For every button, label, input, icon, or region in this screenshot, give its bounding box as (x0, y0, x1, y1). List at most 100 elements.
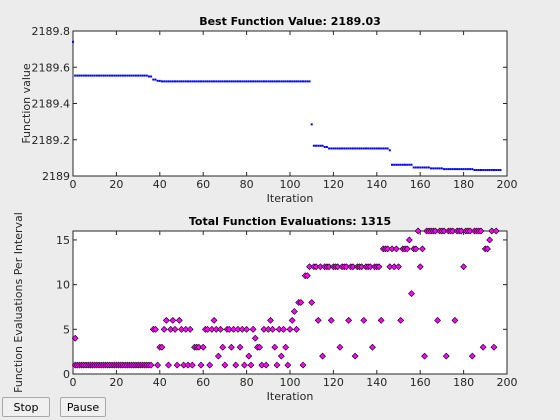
data-point (258, 80, 261, 83)
data-series (72, 40, 502, 172)
data-point (377, 147, 380, 150)
data-point (306, 80, 309, 83)
data-point (213, 80, 216, 83)
data-point (393, 163, 396, 166)
data-point (87, 74, 90, 77)
data-point (278, 80, 281, 83)
data-point (206, 80, 209, 83)
data-point (436, 167, 439, 170)
data-point (479, 169, 482, 172)
x-tick-label: 180 (453, 376, 474, 389)
data-point (492, 169, 495, 172)
data-point (373, 147, 376, 150)
data-point (345, 316, 353, 324)
data-point (72, 40, 74, 43)
data-point (484, 245, 491, 253)
data-point (100, 74, 103, 77)
data-point (145, 74, 148, 77)
data-point (367, 147, 370, 150)
data-point (280, 325, 287, 333)
data-point (282, 80, 285, 83)
data-point (115, 74, 118, 77)
data-point (315, 144, 318, 147)
data-point (197, 80, 200, 83)
data-point (71, 334, 79, 342)
data-point (245, 352, 253, 360)
data-point (227, 343, 235, 351)
data-point (130, 74, 133, 77)
chart-1: 0 20 40 60 80 100 120 140 160 180 200 2189 2189.2 218… (20, 15, 518, 205)
data-point (434, 167, 437, 170)
pause-button[interactable]: Pause (60, 397, 106, 417)
data-point (286, 80, 289, 83)
data-point (191, 80, 194, 83)
data-point (290, 308, 298, 315)
data-point (419, 166, 422, 169)
data-point (404, 163, 407, 166)
x-tick-label: 0 (70, 376, 77, 389)
data-point (262, 80, 265, 83)
data-point (360, 316, 368, 324)
y-tick-label: 10 (56, 279, 70, 292)
data-point (392, 245, 400, 253)
data-point (397, 316, 405, 324)
data-point (111, 74, 114, 77)
data-point (280, 80, 283, 83)
data-point (228, 80, 231, 83)
plot-area (72, 230, 508, 375)
data-point (163, 80, 166, 83)
data-point (208, 80, 211, 83)
data-point (262, 361, 270, 369)
data-point (106, 74, 109, 77)
y-tick-label: 2189.6 (32, 61, 71, 74)
data-point (232, 361, 240, 369)
y-tick-label: 0 (63, 368, 70, 381)
data-point (338, 147, 341, 150)
data-point (156, 79, 159, 82)
data-point (330, 147, 333, 150)
data-point (165, 361, 172, 369)
data-point (249, 325, 257, 333)
y-tick-label: 2189.4 (32, 98, 71, 111)
x-tick-label: 80 (240, 376, 254, 389)
data-point (360, 147, 363, 150)
data-point (74, 74, 77, 77)
x-tick-label: 60 (196, 376, 210, 389)
data-point (121, 74, 124, 77)
data-point (171, 80, 174, 83)
data-point (186, 325, 194, 333)
data-point (364, 147, 367, 150)
y-tick-label: 2189 (42, 170, 70, 183)
data-point (308, 80, 311, 83)
data-point (351, 147, 354, 150)
data-point (297, 299, 305, 306)
data-point (349, 147, 352, 150)
data-point (369, 343, 376, 351)
data-point (416, 263, 424, 271)
data-point (395, 163, 398, 166)
data-point (160, 325, 168, 333)
data-point (438, 167, 441, 170)
data-point (297, 80, 300, 83)
data-point (226, 80, 229, 83)
plot-area (72, 30, 508, 177)
chart-title: Total Function Evaluations: 1315 (189, 215, 391, 228)
data-point (386, 147, 389, 150)
stop-button[interactable]: Stop (2, 397, 50, 417)
data-point (219, 343, 227, 351)
data-point (308, 299, 316, 306)
data-point (271, 343, 279, 351)
data-point (462, 168, 465, 171)
data-point (362, 147, 365, 150)
x-tick-label: 160 (410, 376, 431, 389)
data-point (351, 352, 359, 360)
y-axis-label: Function Evaluations Per Interval (12, 212, 25, 393)
data-point (158, 79, 161, 82)
data-point (158, 343, 166, 351)
data-point (187, 80, 190, 83)
data-point (304, 80, 307, 83)
data-point (451, 168, 454, 171)
data-point (356, 147, 359, 150)
data-series (71, 227, 500, 369)
data-point (354, 147, 357, 150)
